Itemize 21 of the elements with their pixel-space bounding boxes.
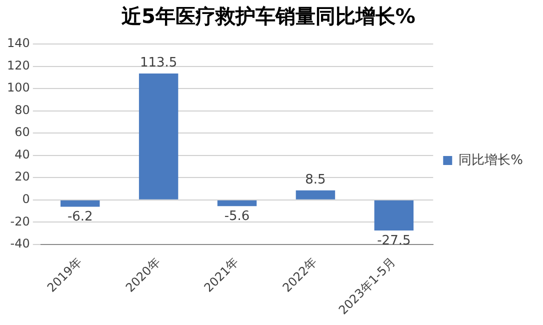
- bar: [296, 190, 336, 200]
- y-tick-label: 40: [14, 147, 30, 162]
- y-tick-label: 100: [7, 80, 30, 95]
- data-label: 113.5: [140, 55, 178, 70]
- y-tick-label: -40: [10, 236, 30, 251]
- y-tick-label: 20: [14, 170, 30, 184]
- y-tick-label: 80: [14, 102, 30, 117]
- bar: [138, 74, 178, 200]
- y-tick-label: 0: [22, 192, 30, 206]
- data-label: 8.5: [305, 172, 326, 188]
- data-label: -6.2: [67, 210, 93, 225]
- bar: [60, 200, 100, 207]
- bar: [217, 200, 257, 206]
- bar: [374, 200, 414, 230]
- y-tick-label: 60: [14, 125, 30, 140]
- legend-label: 同比增长%: [458, 152, 524, 168]
- data-label: -5.6: [224, 208, 250, 224]
- y-tick-label: 120: [7, 58, 30, 72]
- y-tick-label: -20: [10, 214, 30, 228]
- chart-title: 近5年医疗救护车销量同比增长%: [120, 4, 416, 28]
- y-tick-label: 140: [7, 36, 30, 50]
